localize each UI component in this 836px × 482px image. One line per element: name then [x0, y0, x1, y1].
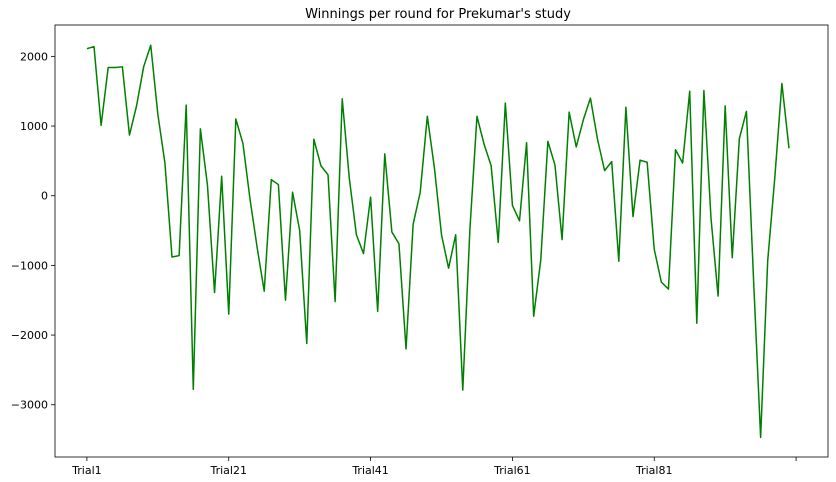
y-tick-label: 1000 — [20, 120, 48, 133]
plot-frame — [54, 24, 829, 458]
y-tick-label: 0 — [41, 190, 48, 203]
y-tick-label: −3000 — [11, 399, 48, 412]
y-tick-label: −2000 — [11, 329, 48, 342]
series-layer — [86, 44, 790, 439]
series-line-0 — [86, 44, 790, 439]
x-tick-label: Trial21 — [210, 464, 247, 477]
x-tick-label: Trial81 — [635, 464, 672, 477]
y-tick-label: −1000 — [11, 259, 48, 272]
x-axis: Trial1 Trial21 Trial41 Trial61 Trial81 — [71, 457, 797, 477]
x-tick-label: Trial1 — [71, 464, 101, 477]
y-tick-label: 2000 — [20, 50, 48, 63]
x-tick-label: Trial61 — [493, 464, 530, 477]
x-tick-label: Trial41 — [351, 464, 388, 477]
y-axis: −3000 −2000 −1000 0 1000 2000 — [11, 50, 55, 412]
chart-title: Winnings per round for Prekumar's study — [305, 7, 571, 22]
